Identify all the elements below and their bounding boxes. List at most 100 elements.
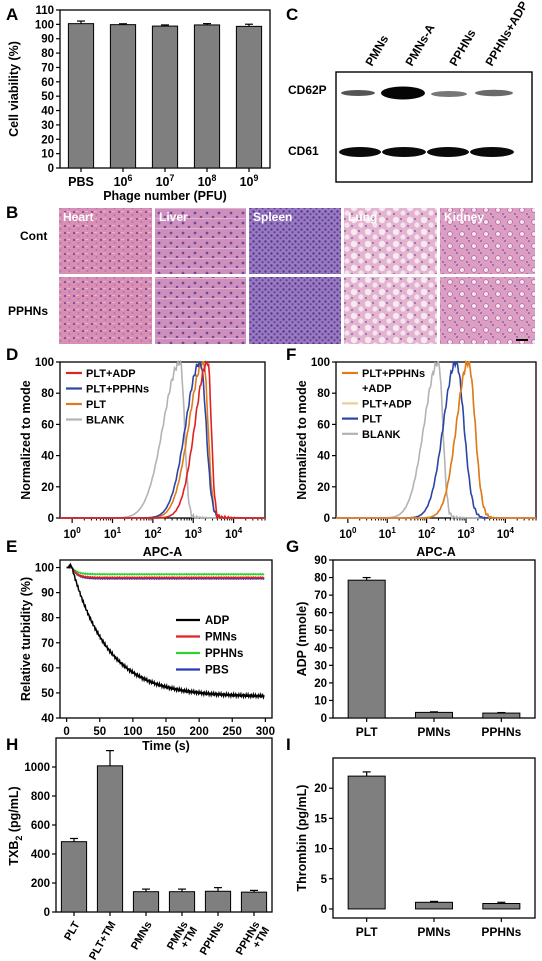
blot-band [475, 89, 513, 97]
blot-band [382, 147, 426, 157]
legend-label: PLT [86, 399, 106, 411]
bar [482, 712, 521, 719]
x-axis-label: Phage number (PFU) [103, 189, 227, 203]
x-tick-label: PBS [68, 175, 94, 189]
histology-col-label: Kidney [444, 210, 484, 224]
x-tick-label: 104 [497, 526, 515, 541]
x-tick-label: 108 [198, 173, 217, 189]
bar [414, 711, 454, 719]
y-tick-label: 0 [48, 513, 54, 525]
x-tick-label: 200 [190, 726, 209, 738]
panel-e-turbidity-chart: 40 50 60 70 80 90 100 0 50 100 150 200 250 300 Time (s… [19, 559, 275, 753]
x-axis-label: Time (s) [142, 739, 190, 753]
series-line [66, 562, 265, 700]
y-axis-label: TXB2 (pg/mL) [7, 786, 24, 865]
histology-tile [249, 208, 341, 274]
bar [168, 891, 196, 913]
x-tick-label: PLT+TM [87, 920, 119, 961]
x-tick-label: 102 [144, 526, 162, 541]
y-axis-label: ADP (nmole) [295, 602, 309, 677]
y-axis-label: Normalized to mode [295, 380, 309, 500]
series-line [336, 360, 536, 520]
x-tick-label: 150 [156, 726, 175, 738]
y-tick-label: 1000 [24, 762, 50, 774]
blot-band [381, 86, 425, 100]
y-tick-label: 5 [321, 874, 328, 886]
x-tick-label: 101 [104, 526, 122, 541]
y-tick-label: 40 [41, 451, 54, 463]
y-tick-label: 100 [35, 19, 54, 31]
panel-d-flow-cytometry-chart: 0 20 40 60 80 100 100 101 102 103 104 APC-A Normaliz… [19, 357, 266, 559]
y-tick-label: 20 [41, 482, 54, 494]
legend-label: ADP [205, 615, 230, 627]
panel-label-a: A [6, 5, 18, 24]
y-tick-label: 100 [311, 357, 330, 369]
x-tick-label: 0 [63, 726, 69, 738]
y-tick-label: 10 [314, 844, 327, 856]
y-tick-label: 110 [35, 5, 54, 17]
y-tick-label: 30 [314, 660, 327, 672]
panel-label-h: H [6, 735, 18, 754]
x-tick-label: 103 [185, 526, 203, 541]
histology-col-label: Liver [159, 210, 188, 224]
y-axis-label: Relative turbidity (%) [19, 577, 33, 701]
histology-tile [59, 208, 152, 274]
panel-label-c: C [286, 5, 298, 24]
y-tick-label: 20 [314, 678, 327, 690]
blot-band [470, 147, 514, 157]
y-tick-label: 0 [48, 163, 54, 175]
legend-label: PLT+ADP [362, 398, 412, 410]
panel-label-b: B [6, 203, 18, 222]
y-tick-label: 60 [314, 608, 327, 620]
blot-bands-cd61 [339, 147, 514, 157]
bar [132, 891, 160, 913]
x-tick-label: 106 [114, 173, 133, 189]
x-tick-label: PLT [356, 925, 378, 939]
x-tick-label: 102 [418, 526, 436, 541]
y-tick-label: 40 [41, 106, 54, 118]
histology-tile [440, 277, 535, 344]
panel-i-thrombin-chart: 0 5 10 15 20 PLT PMNs PPHNs Thrombin (pg/mL) [295, 757, 536, 939]
series-line [66, 564, 265, 576]
scale-bar [516, 339, 528, 341]
y-tick-label: 80 [41, 388, 54, 400]
histology-tile [155, 208, 246, 274]
y-tick-label: 0 [321, 713, 327, 725]
y-tick-label: 80 [41, 48, 54, 60]
y-tick-label: 50 [314, 625, 327, 637]
legend-label: BLANK [86, 415, 125, 427]
y-tick-label: 60 [41, 663, 54, 675]
panel-label-d: D [6, 345, 18, 364]
y-tick-label: 20 [314, 783, 327, 795]
y-tick-label: 50 [41, 91, 54, 103]
y-tick-label: 40 [317, 451, 330, 463]
blot-lane-label: PPHNs [446, 27, 478, 69]
x-tick-label: 107 [156, 173, 175, 189]
bar [347, 579, 386, 719]
bar [482, 903, 521, 910]
y-tick-label: 10 [41, 149, 54, 161]
bar [347, 775, 386, 910]
y-tick-label: 100 [35, 563, 54, 575]
y-tick-label: 60 [317, 419, 330, 431]
histology-row-label-pphns: PPHNs [8, 304, 48, 318]
x-tick-label: 109 [240, 173, 259, 189]
blot-band [431, 91, 467, 97]
y-tick-label: 70 [41, 638, 54, 650]
y-tick-label: 30 [41, 120, 54, 132]
x-tick-label: 101 [379, 526, 397, 541]
blot-row-label-cd61: CD61 [288, 144, 319, 158]
y-tick-label: 70 [41, 62, 54, 74]
blot-frame [335, 71, 533, 183]
panel-label-g: G [286, 537, 299, 556]
x-tick-label: PPHNs [481, 925, 521, 939]
y-tick-label: 40 [314, 643, 327, 655]
legend-label: PLT+PPHNs [362, 368, 425, 380]
panel-label-e: E [6, 537, 17, 556]
y-tick-label: 400 [31, 849, 50, 861]
x-axis-label: APC-A [416, 545, 456, 559]
bar [151, 25, 179, 169]
panel-b-histology-grid: Cont PPHNs Heart Liver Spleen Lung Kidne… [8, 207, 536, 345]
y-tick-label: 90 [41, 588, 54, 600]
